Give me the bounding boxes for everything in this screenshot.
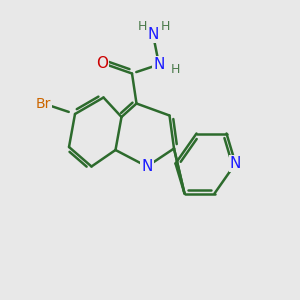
Text: N: N [153, 57, 165, 72]
Text: O: O [96, 56, 108, 70]
Text: H: H [160, 20, 170, 34]
Text: N: N [230, 156, 241, 171]
Text: N: N [147, 27, 159, 42]
Text: Br: Br [36, 97, 51, 110]
Text: N: N [141, 159, 153, 174]
Text: H: H [138, 20, 147, 34]
Text: H: H [171, 62, 180, 76]
